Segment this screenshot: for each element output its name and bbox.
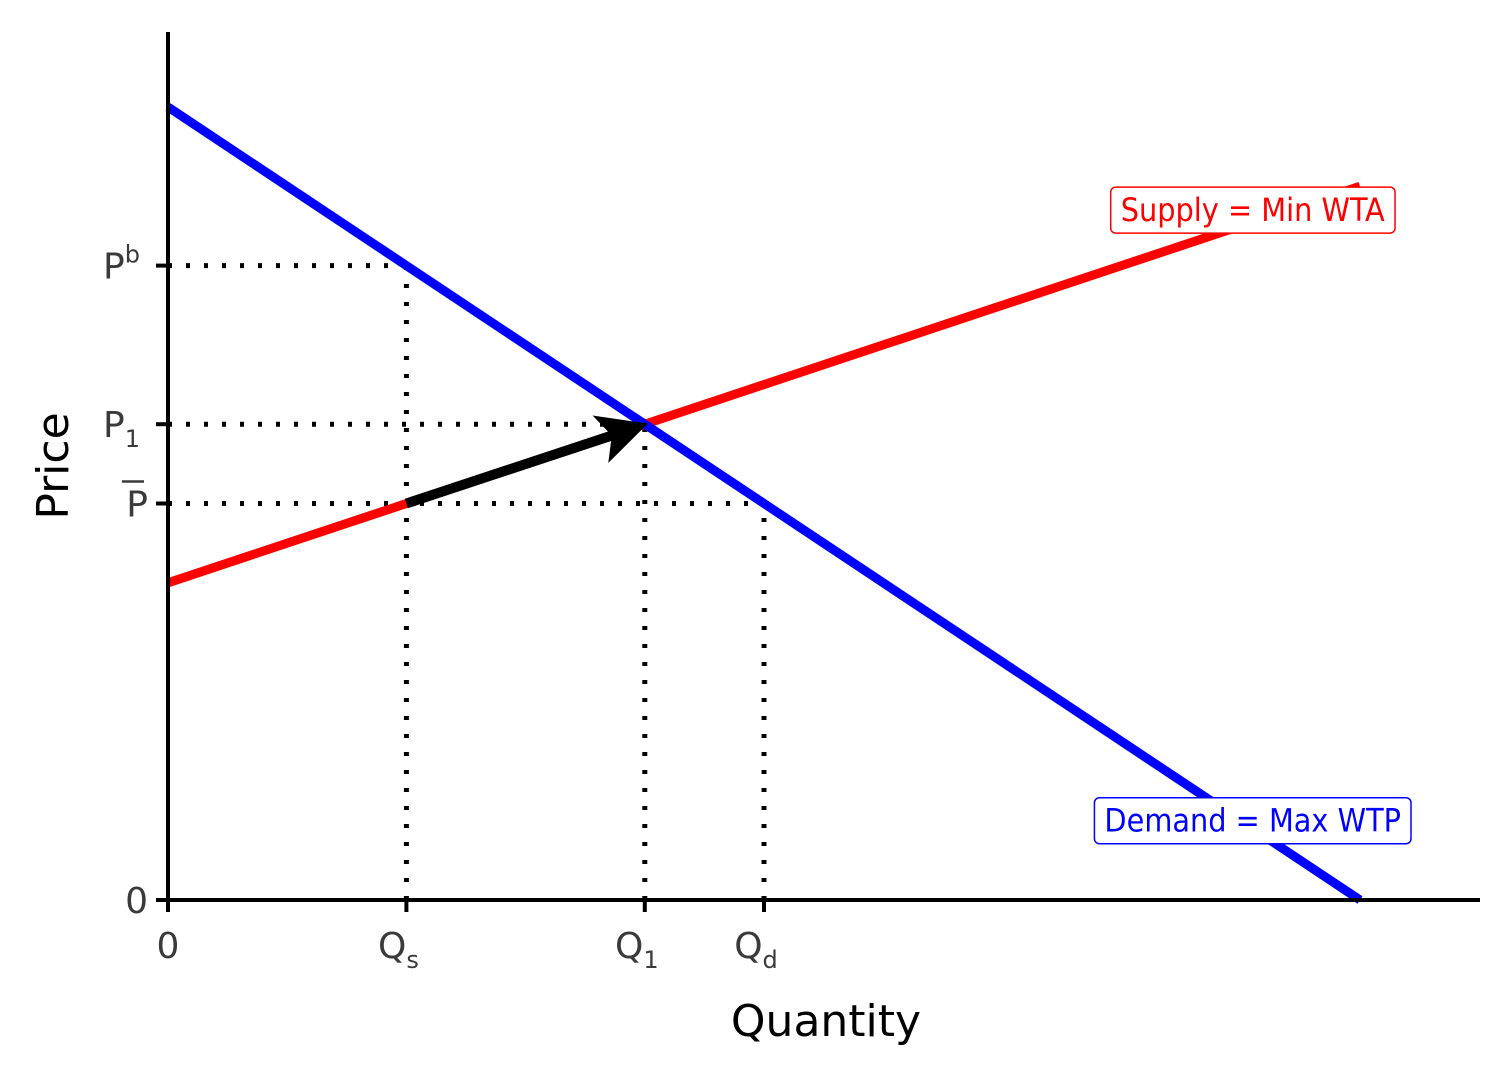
curve-labels: Supply = Min WTA Demand = Max WTP bbox=[1093, 186, 1412, 845]
label-box bbox=[1093, 796, 1412, 845]
demand-label: Demand = Max WTP bbox=[1093, 796, 1412, 845]
y-axis-title: Price bbox=[28, 412, 79, 519]
x-axis-title: Quantity bbox=[731, 996, 921, 1047]
shift-arrow bbox=[404, 415, 648, 509]
y-tick-label-0: 0 bbox=[125, 881, 148, 922]
label-text: Supply = Min WTA bbox=[1121, 191, 1385, 229]
y-tick-label-1: P bbox=[126, 485, 148, 526]
series-lines bbox=[165, 103, 1363, 904]
tick-labels: 0 Qs Q1 Qd 0 P P1 Pb bbox=[103, 241, 778, 974]
supply-label: Supply = Min WTA bbox=[1109, 186, 1396, 234]
x-tick-label-3: Qd bbox=[734, 926, 778, 974]
y-tick-label-3: Pb bbox=[103, 241, 140, 288]
axes bbox=[166, 32, 1480, 902]
label-box bbox=[1109, 186, 1396, 234]
x-tick-label-0: 0 bbox=[157, 926, 180, 967]
shift-arrow-line bbox=[404, 415, 648, 509]
x-tick-label-2: Q1 bbox=[615, 926, 659, 974]
y-tick-label-2: P1 bbox=[103, 405, 140, 453]
supply-line bbox=[166, 182, 1362, 588]
x-tick-label-1: Qs bbox=[378, 926, 419, 974]
label-text: Demand = Max WTP bbox=[1104, 802, 1401, 840]
guide-lines bbox=[168, 263, 767, 900]
demand-line bbox=[165, 103, 1363, 904]
